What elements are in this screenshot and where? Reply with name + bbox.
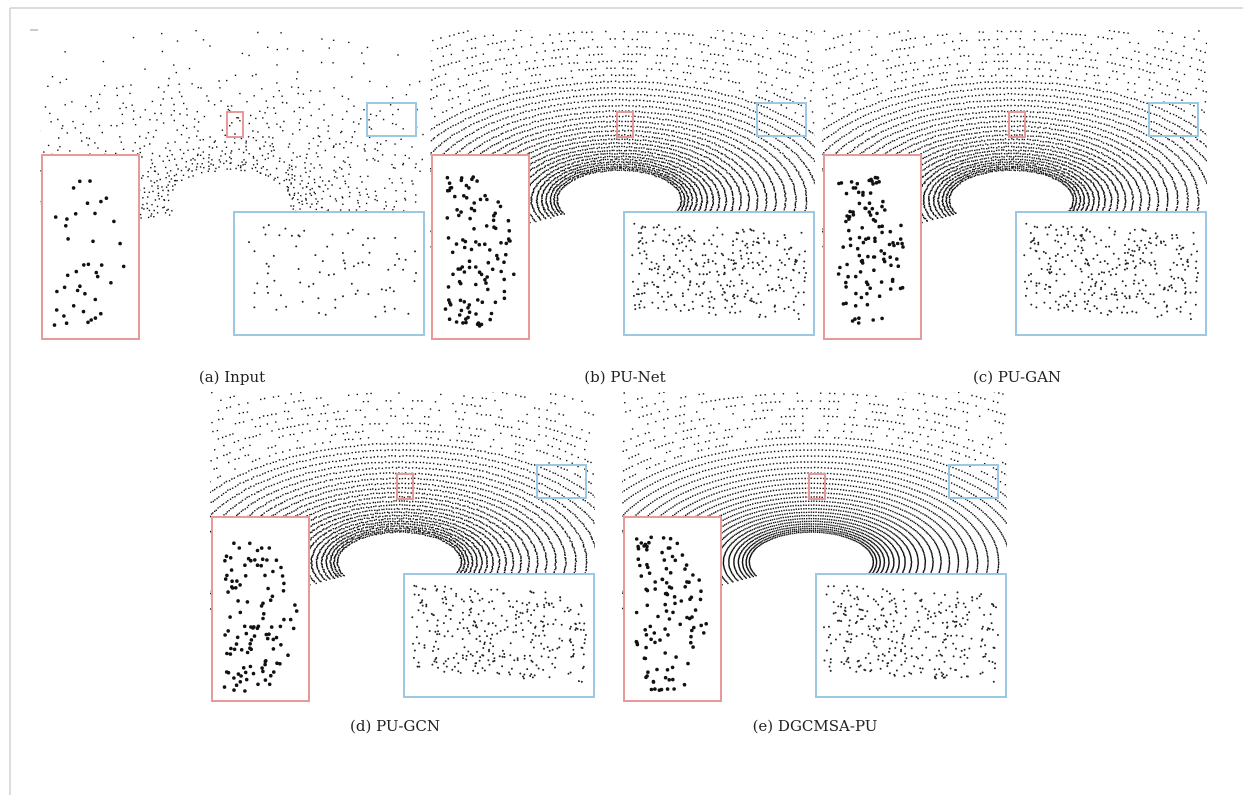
- caption: (b) PU-Net: [584, 368, 665, 386]
- caption: (a) Input: [199, 368, 265, 386]
- caption: (d) PU-GCN: [350, 717, 440, 735]
- inset-blue: [234, 212, 424, 335]
- inset-blue: [1016, 212, 1206, 335]
- zoom-box-red: [227, 112, 243, 137]
- inset-red: [432, 155, 529, 339]
- caption: (e) DGCMSA-PU: [753, 717, 878, 735]
- inset-red: [624, 517, 721, 701]
- zoom-box-blue: [367, 103, 416, 136]
- inset-blue: [404, 574, 594, 697]
- figure: (a) Input (b) PU-Net (c) PU-GAN (d) PU-G…: [0, 0, 1243, 795]
- page: (a) Input (b) PU-Net (c) PU-GAN (d) PU-G…: [0, 0, 1243, 795]
- zoom-box-blue: [757, 103, 806, 136]
- caption: (c) PU-GAN: [973, 368, 1061, 386]
- inset-blue: [624, 212, 814, 335]
- zoom-box-blue: [537, 465, 586, 498]
